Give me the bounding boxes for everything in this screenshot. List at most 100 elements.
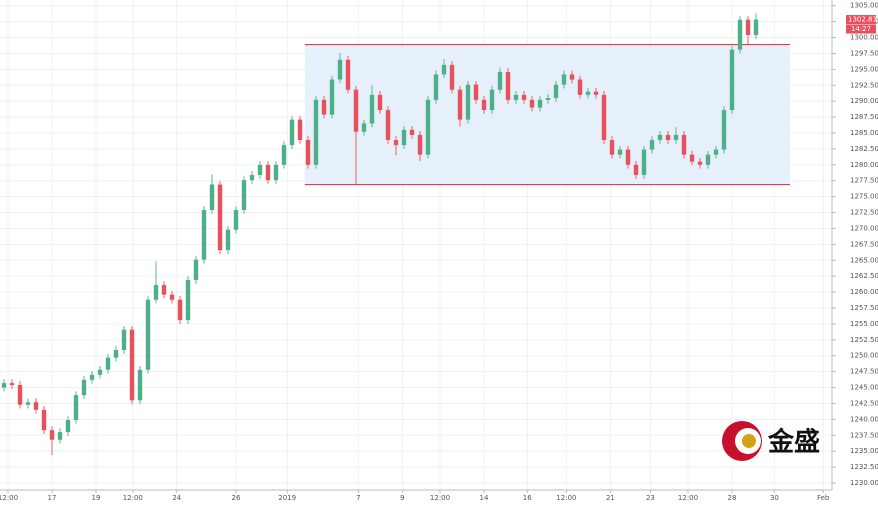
x-tick-label: 12:00 [123,494,143,502]
x-tick-label: 26 [232,494,241,502]
candle-body [185,280,191,321]
last-time-label: 14:27 [851,25,871,33]
candle-body [681,134,687,155]
y-tick-label: 1252.50 [850,336,878,344]
candle-body [705,154,711,165]
candle-body [25,402,31,405]
candle-body [753,19,759,35]
candle-body [241,180,247,210]
candle-body [545,98,551,100]
candle-body [17,385,23,405]
candle-body [625,149,631,165]
y-tick-label: 1292.50 [850,81,878,89]
candle-body [89,374,95,380]
candle-body [633,164,639,175]
watermark: 金盛 [767,427,820,458]
candle-body [305,140,311,165]
y-tick-label: 1262.50 [850,272,878,280]
candle-body [537,99,543,108]
candle-body [257,164,263,175]
candle-body [329,79,335,115]
candle-body [729,49,735,111]
y-tick-label: 1255.00 [850,320,878,328]
candle-body [713,149,719,155]
y-tick-label: 1300.00 [850,34,878,42]
candle-body [617,149,623,155]
y-tick-label: 1237.50 [850,431,878,439]
candle-body [553,84,559,98]
candle-body [721,110,727,150]
candle-body [281,145,287,165]
y-tick-label: 1280.00 [850,161,878,169]
x-tick-label: 7 [356,494,360,502]
candle-body [1,383,7,388]
candle-body [473,84,479,100]
x-tick-label: 16 [523,494,532,502]
candle-body [105,357,111,370]
candle-body [57,432,63,440]
candle-body [81,379,87,396]
candle-body [641,149,647,175]
candle-body [409,129,415,135]
candle-body [561,74,567,85]
x-tick-label: 21 [606,494,615,502]
candle-body [377,94,383,111]
y-tick-label: 1277.50 [850,177,878,185]
candle-body [569,74,575,80]
x-tick-label: 28 [728,494,737,502]
candle-body [425,99,431,155]
candle-body [41,409,47,431]
x-tick-label: 14 [480,494,489,502]
y-tick-label: 1297.50 [850,49,878,57]
x-tick-label: 12:00 [430,494,450,502]
candle-body [65,420,71,433]
candle-body [353,89,359,132]
logo: 金盛 [722,421,820,461]
candle-body [385,110,391,140]
candle-body [73,395,79,420]
y-tick-label: 1260.00 [850,288,878,296]
candle-body [337,59,343,80]
candle-body [649,140,655,150]
candle-body [321,99,327,115]
candle-body [249,175,255,181]
y-tick-label: 1275.00 [850,193,878,201]
x-tick-label: 19 [92,494,101,502]
y-tick-label: 1282.50 [850,145,878,153]
candle-body [265,164,271,181]
y-tick-label: 1267.50 [850,240,878,248]
logo-dot [742,434,756,448]
x-tick-label: 9 [400,494,404,502]
candle-body [297,119,303,140]
x-tick-label: 24 [172,494,181,502]
y-tick-label: 1272.50 [850,209,878,217]
x-tick-label: 12:00 [0,494,18,502]
candle-body [697,161,703,165]
candle-body [49,430,55,440]
candle-body [369,94,375,124]
candle-body [225,229,231,251]
y-tick-label: 1287.50 [850,113,878,121]
y-tick-label: 1265.00 [850,256,878,264]
x-tick-label: 17 [48,494,57,502]
y-tick-label: 1247.50 [850,368,878,376]
candle-body [233,210,239,230]
candle-body [665,134,671,140]
candle-body [209,184,215,210]
candle-body [657,134,663,140]
candle-body [177,299,183,321]
candle-body [585,91,591,95]
candle-body [689,154,695,162]
y-tick-label: 1290.00 [850,97,878,105]
candle-body [529,99,535,108]
candle-body [673,134,679,140]
candle-body [97,369,103,375]
y-tick-label: 1257.50 [850,304,878,312]
candle-body [113,350,119,358]
candle-body [577,79,583,95]
y-tick-label: 1270.00 [850,224,878,232]
candle-body [497,71,503,90]
candle-body [169,294,175,300]
range-box [304,44,790,185]
